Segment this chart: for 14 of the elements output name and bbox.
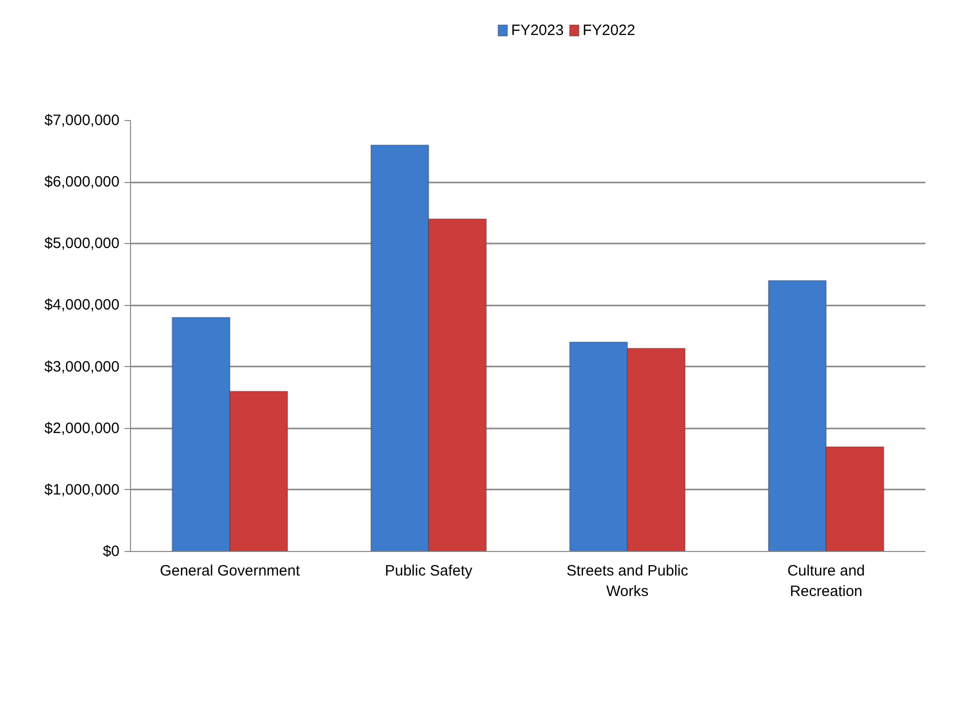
x-tick-label: Streets and Public Works xyxy=(566,562,689,600)
x-tick-label: Culture and Recreation xyxy=(787,562,865,600)
y-tick-label: $5,000,000 xyxy=(44,235,120,252)
legend-label: FY2023 xyxy=(511,22,564,39)
y-tick-label: $0 xyxy=(102,543,120,560)
y-tick-label: $1,000,000 xyxy=(44,481,120,498)
x-tick-label: General Government xyxy=(160,562,301,580)
y-tick-label: $3,000,000 xyxy=(44,358,120,376)
y-tick-label: $6,000,000 xyxy=(44,174,120,191)
x-tick-label: Public Safety xyxy=(384,562,473,580)
legend-label: FY2022 xyxy=(582,22,636,39)
y-tick-label: $2,000,000 xyxy=(44,420,120,437)
y-tick-label: $7,000,000 xyxy=(44,112,120,129)
y-tick-label: $4,000,000 xyxy=(44,296,120,314)
